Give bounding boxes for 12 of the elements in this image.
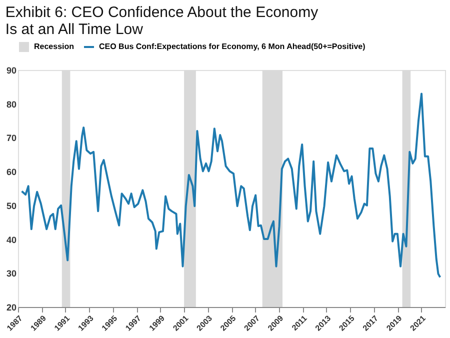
legend-label: Recession (34, 42, 74, 51)
chart-title: Exhibit 6: CEO Confidence About the Economy Is at an All Time Low (5, 4, 319, 38)
y-tick-label: 90 (6, 66, 16, 76)
y-tick-label: 70 (6, 133, 16, 144)
y-tick-label: 20 (6, 302, 16, 312)
y-tick-label: 30 (6, 268, 16, 279)
y-tick-label: 40 (6, 234, 16, 245)
y-tick-label: 80 (6, 99, 16, 110)
line-series (20, 92, 442, 278)
y-tick-label: 50 (6, 200, 16, 211)
y-tick-label: 60 (6, 167, 16, 178)
legend-label: CEO Bus Conf:Expectations for Economy, 6 Mon Ahead(50+=Positive) (99, 42, 366, 51)
